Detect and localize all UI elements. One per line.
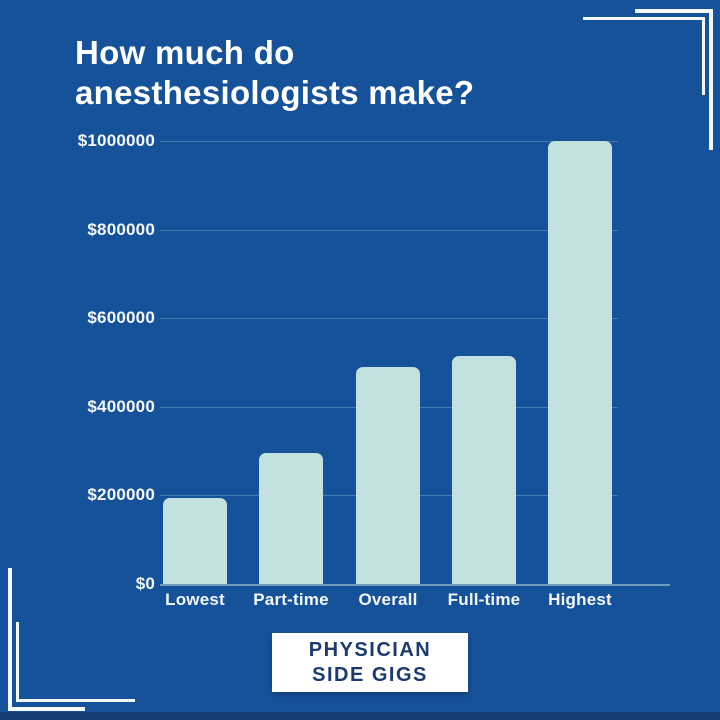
y-axis-tick-label: $400000 [87, 396, 155, 416]
x-axis-line [160, 584, 670, 586]
bar-overall [356, 367, 420, 584]
title-line-1: How much do [75, 34, 295, 71]
gridline-1000000 [160, 141, 618, 142]
logo-line-1: PHYSICIAN [308, 638, 432, 661]
x-axis-label-highest: Highest [548, 590, 612, 609]
x-axis-label-part-time: Part-time [253, 590, 329, 609]
title-line-2: anesthesiologists make? [75, 74, 475, 112]
bar-part-time [259, 453, 323, 584]
y-axis-tick-label: $600000 [87, 308, 155, 328]
page-title: How much do anesthesiologists make? [75, 33, 474, 114]
y-axis-tick-label: $1000000 [77, 131, 155, 150]
x-axis-label-overall: Overall [358, 590, 418, 609]
x-axis-label-full-time: Full-time [447, 590, 521, 609]
corner-bracket-top-right-outer [635, 9, 713, 150]
bar-lowest [163, 498, 227, 584]
corner-bracket-top-right-inner [583, 17, 705, 95]
bar-full-time [452, 356, 516, 584]
logo-box: PHYSICIAN SIDE GIGS [272, 633, 468, 692]
y-axis-tick-label: $200000 [87, 485, 155, 505]
corner-bracket-bottom-left-outer [8, 568, 85, 711]
corner-bracket-bottom-left-inner [16, 622, 135, 702]
gridline-800000 [160, 229, 618, 231]
y-axis-tick-label: $0 [135, 574, 155, 593]
x-axis-label-lowest: Lowest [165, 590, 225, 609]
gridline-600000 [160, 318, 618, 320]
bar-highest [548, 141, 612, 584]
bottom-accent-strip [0, 712, 720, 720]
y-axis-tick-label: $800000 [87, 219, 155, 239]
logo-line-2: SIDE GIGS [312, 663, 428, 686]
